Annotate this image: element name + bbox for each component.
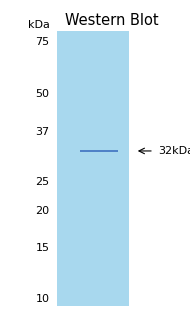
Text: 10: 10 xyxy=(35,294,49,304)
Text: 50: 50 xyxy=(35,89,49,99)
Text: Western Blot: Western Blot xyxy=(65,13,159,28)
Text: 25: 25 xyxy=(35,177,49,188)
Bar xyxy=(57,31,129,306)
Text: 32kDa: 32kDa xyxy=(158,146,190,156)
Text: 20: 20 xyxy=(35,206,49,216)
Text: 37: 37 xyxy=(35,127,49,138)
Text: kDa: kDa xyxy=(28,20,49,30)
Text: 15: 15 xyxy=(35,243,49,253)
Text: 75: 75 xyxy=(35,37,49,47)
Bar xyxy=(80,150,118,152)
